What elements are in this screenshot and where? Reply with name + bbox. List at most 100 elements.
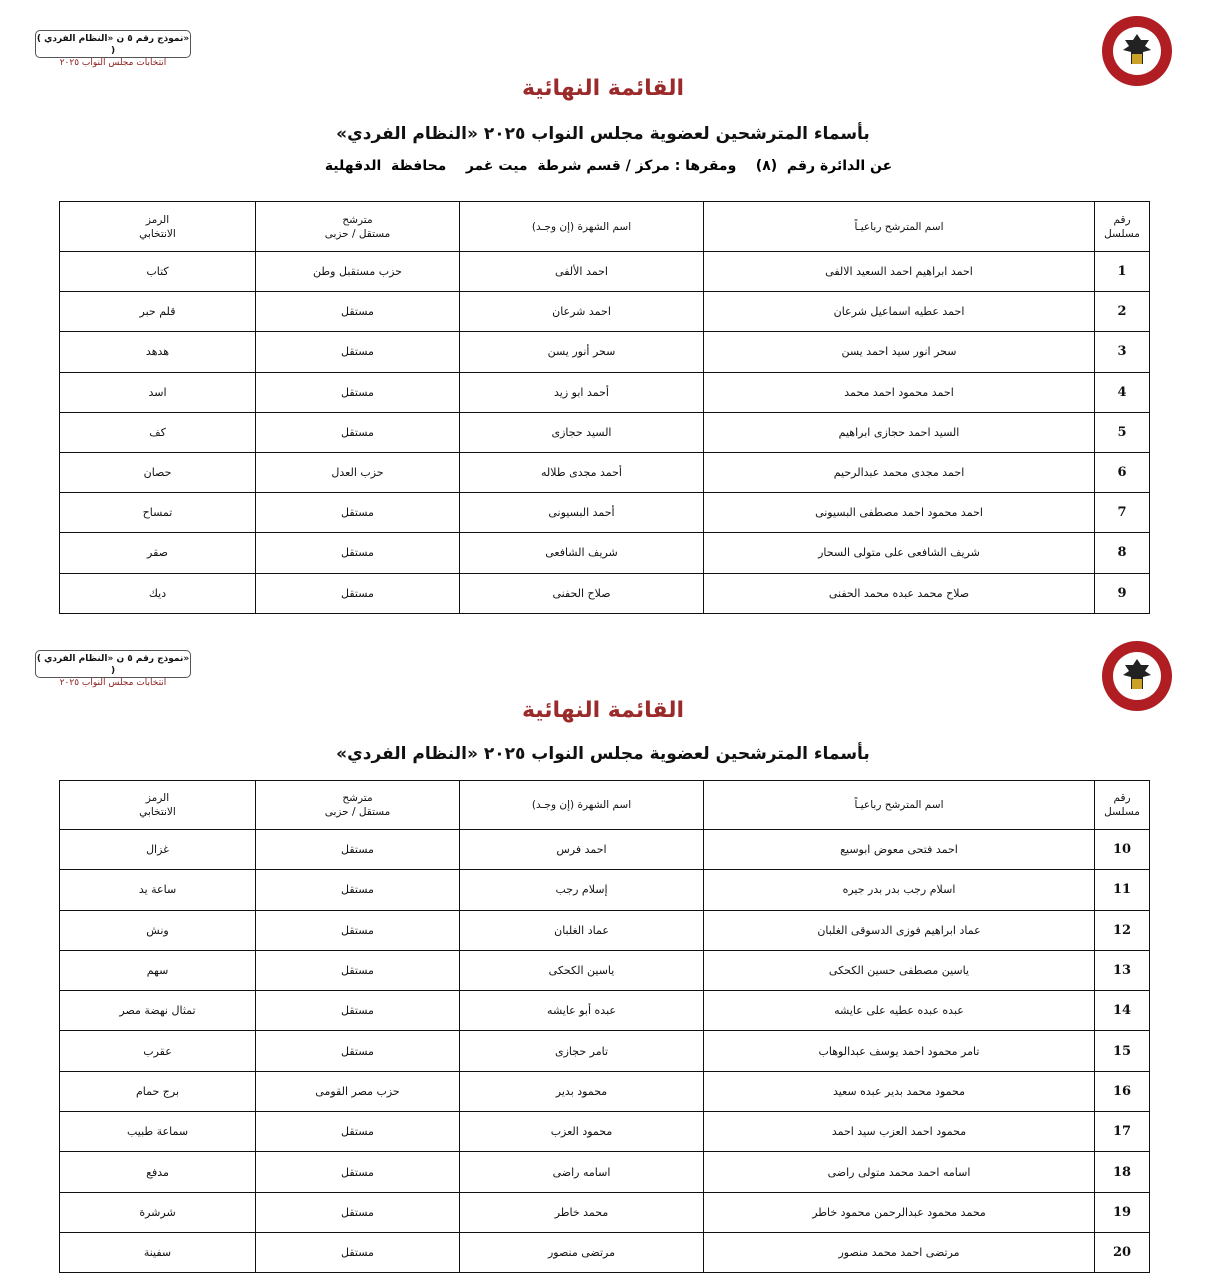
nickname-cell: السيد حجازى	[459, 411, 704, 453]
candidate-type-cell: حزب مستقبل وطن	[255, 250, 460, 293]
table-row: 6 احمد مجدى محمد عبدالرحيم أحمد مجدى طلاله…	[59, 451, 1150, 494]
candidate-name-cell: احمد ابراهيم احمد السعيد الالفى	[703, 250, 1095, 293]
election-symbol-cell: غزال	[59, 828, 256, 871]
candidate-name-cell: السيد احمد حجازى ابراهيم	[703, 411, 1095, 453]
candidate-type-cell: مستقل	[255, 1191, 460, 1233]
election-symbol-cell: صقر	[59, 532, 256, 574]
candidate-name-cell: احمد فتحى معوض ابوسيع	[703, 828, 1095, 871]
header-symbol: الرمز الانتخابي	[59, 780, 256, 830]
district-info: عن الدائرة رقم (٨) ومقرها : مركز / قسم ش…	[324, 158, 893, 174]
candidate-type-cell: مستقل	[255, 909, 460, 951]
candidate-type-cell: مستقل	[255, 1111, 460, 1153]
election-symbol-cell: اسد	[59, 371, 256, 413]
serial-cell: 1	[1094, 250, 1150, 293]
election-name: انتخابات مجلس النواب ٢٠٢٥	[59, 678, 167, 688]
candidate-type-cell: مستقل	[255, 572, 460, 614]
table-row: 10 احمد فتحى معوض ابوسيع احمد فرس مستقل غزال	[59, 828, 1150, 871]
table-row: 16 محمود محمد بدير عبده سعيد محمود بدير حزب…	[59, 1070, 1150, 1113]
candidate-type-cell: مستقل	[255, 869, 460, 911]
election-symbol-cell: عقرب	[59, 1030, 256, 1072]
table-row: 14 عبده عبده عطيه على عايشه عبده أبو عايشه…	[59, 990, 1150, 1032]
serial-cell: 13	[1094, 949, 1150, 992]
nickname-cell: صلاح الحفنى	[459, 572, 704, 614]
form-number: ( نموذج رقم ٥ ن «النظام الفردي» )	[36, 654, 190, 676]
candidate-name-cell: سحر انور سيد احمد يسن	[703, 331, 1095, 373]
table-row: 11 اسلام رجب بدر بدر جيره إسلام رجب مستقل سا…	[59, 869, 1150, 911]
candidate-type-cell: مستقل	[255, 1231, 460, 1274]
serial-cell: 17	[1094, 1111, 1150, 1153]
nickname-cell: أحمد البسيونى	[459, 492, 704, 534]
serial-cell: 4	[1094, 371, 1150, 413]
nickname-cell: احمد الألفى	[459, 250, 704, 293]
election-name: انتخابات مجلس النواب ٢٠٢٥	[59, 58, 167, 68]
table-row: 12 عماد ابراهيم فوزى الدسوقى الغلبان عماد …	[59, 909, 1150, 951]
candidate-name-cell: مرتضى احمد محمد منصور	[703, 1231, 1095, 1274]
candidate-name-cell: صلاح محمد عبده محمد الحفنى	[703, 572, 1095, 614]
election-symbol-cell: ونش	[59, 909, 256, 951]
candidate-type-cell: مستقل	[255, 1030, 460, 1072]
candidate-name-cell: اسلام رجب بدر بدر جيره	[703, 869, 1095, 911]
serial-cell: 20	[1094, 1231, 1150, 1274]
candidate-name-cell: محمد محمود عبدالرحمن محمود خاطر	[703, 1191, 1095, 1233]
nickname-cell: محمد خاطر	[459, 1191, 704, 1233]
nickname-cell: عماد الغلبان	[459, 909, 704, 951]
header-name: اسم المترشح رباعيـاً	[703, 780, 1095, 830]
serial-cell: 6	[1094, 451, 1150, 494]
table-row: 7 احمد محمود احمد مصطفى البسيونى أحمد البس…	[59, 492, 1150, 534]
candidate-name-cell: احمد عطيه اسماعيل شرعان	[703, 291, 1095, 333]
candidates-table-2: رقم مسلسل اسم المترشح رباعيـاً اسم الشهرة …	[59, 780, 1150, 1274]
header-nickname: اسم الشهرة (إن وجـد)	[459, 780, 704, 830]
nickname-cell: احمد فرس	[459, 828, 704, 871]
header-name: اسم المترشح رباعيـاً	[703, 201, 1095, 252]
election-symbol-cell: تمساح	[59, 492, 256, 534]
serial-cell: 2	[1094, 291, 1150, 333]
table-row: 2 احمد عطيه اسماعيل شرعان احمد شرعان مستقل ق…	[59, 291, 1150, 333]
form-number: ( نموذج رقم ٥ ن «النظام الفردي» )	[36, 34, 190, 56]
candidate-type-cell: حزب العدل	[255, 451, 460, 494]
table-row: 3 سحر انور سيد احمد يسن سحر أنور يسن مستقل ه…	[59, 331, 1150, 373]
election-symbol-cell: شرشرة	[59, 1191, 256, 1233]
candidate-name-cell: ياسين مصطفى حسين الكحكى	[703, 949, 1095, 992]
candidate-type-cell: مستقل	[255, 1151, 460, 1193]
nickname-cell: أحمد ابو زيد	[459, 371, 704, 413]
election-symbol-cell: مدفع	[59, 1151, 256, 1193]
header-nickname: اسم الشهرة (إن وجـد)	[459, 201, 704, 252]
nickname-cell: احمد شرعان	[459, 291, 704, 333]
serial-cell: 19	[1094, 1191, 1150, 1233]
candidate-name-cell: شريف الشافعى على متولى السحار	[703, 532, 1095, 574]
election-symbol-cell: كتاب	[59, 250, 256, 293]
election-symbol-cell: سماعة طبيب	[59, 1111, 256, 1153]
table-row: 5 السيد احمد حجازى ابراهيم السيد حجازى مستق…	[59, 411, 1150, 453]
table-row: 15 تامر محمود احمد يوسف عبدالوهاب تامر حجا…	[59, 1030, 1150, 1072]
table-row: 13 ياسين مصطفى حسين الكحكى ياسين الكحكى مست…	[59, 949, 1150, 992]
page-title: القائمة النهائية	[521, 76, 685, 101]
candidate-name-cell: محمود محمد بدير عبده سعيد	[703, 1070, 1095, 1113]
candidates-table-1: رقم مسلسل اسم المترشح رباعيـاً اسم الشهرة …	[59, 201, 1150, 614]
header-row: رقم مسلسل اسم المترشح رباعيـاً اسم الشهرة …	[59, 201, 1150, 252]
subtitle: بأسماء المترشحين لعضوية مجلس النواب ٢٠٢٥…	[336, 744, 870, 764]
candidate-type-cell: مستقل	[255, 291, 460, 333]
candidate-type-cell: مستقل	[255, 532, 460, 574]
election-authority-logo	[1102, 16, 1172, 86]
candidate-type-cell: مستقل	[255, 492, 460, 534]
table-row: 19 محمد محمود عبدالرحمن محمود خاطر محمد خا…	[59, 1191, 1150, 1233]
candidate-name-cell: اسامه احمد محمد متولى راضى	[703, 1151, 1095, 1193]
table-row: 4 احمد محمود احمد محمد أحمد ابو زيد مستقل اس…	[59, 371, 1150, 413]
table-row: 1 احمد ابراهيم احمد السعيد الالفى احمد الأ…	[59, 250, 1150, 293]
candidate-type-cell: مستقل	[255, 331, 460, 373]
serial-cell: 11	[1094, 869, 1150, 911]
subtitle: بأسماء المترشحين لعضوية مجلس النواب ٢٠٢٥…	[336, 124, 870, 144]
election-symbol-cell: حصان	[59, 451, 256, 494]
nickname-cell: محمود بدير	[459, 1070, 704, 1113]
candidate-name-cell: محمود احمد العزب سيد احمد	[703, 1111, 1095, 1153]
candidate-type-cell: مستقل	[255, 828, 460, 871]
header-type: مترشح مستقل / حزبى	[255, 201, 460, 252]
serial-cell: 12	[1094, 909, 1150, 951]
election-symbol-cell: قلم حبر	[59, 291, 256, 333]
serial-cell: 10	[1094, 828, 1150, 871]
candidate-type-cell: حزب مصر القومى	[255, 1070, 460, 1113]
serial-cell: 8	[1094, 532, 1150, 574]
election-symbol-cell: سفينة	[59, 1231, 256, 1274]
election-symbol-cell: تمثال نهضة مصر	[59, 990, 256, 1032]
